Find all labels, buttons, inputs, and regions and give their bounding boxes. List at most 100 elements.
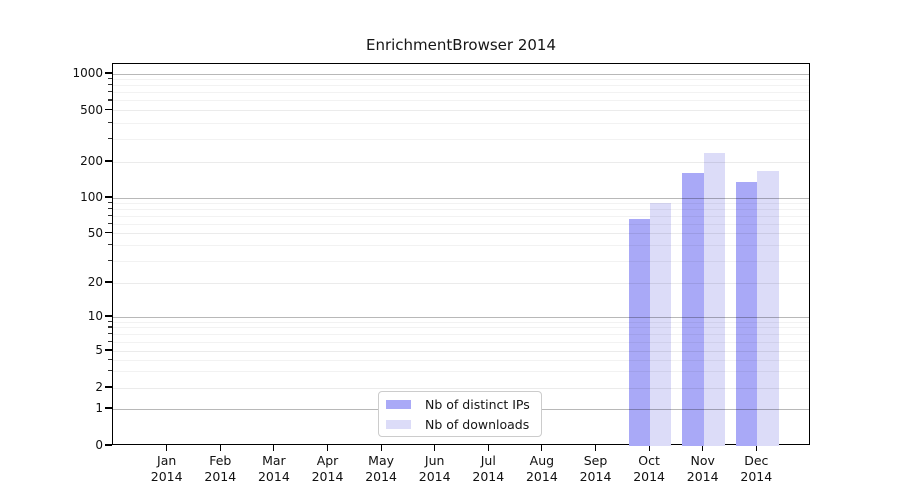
x-tick-label-jun: Jun 2014 <box>418 453 451 484</box>
y-minor-tick-mark <box>108 91 112 93</box>
legend-label-distinct-ips: Nb of distinct IPs <box>425 396 530 412</box>
y-tick-label-1: 1 <box>95 401 103 415</box>
gridline-100 <box>113 197 809 199</box>
minor-gridline <box>113 79 809 81</box>
y-minor-tick-mark <box>108 99 112 101</box>
bar-nov-distinct-ips <box>682 172 704 446</box>
y-tick-mark-5 <box>105 349 112 351</box>
minor-gridline <box>113 371 809 373</box>
y-minor-tick-mark <box>108 121 112 123</box>
y-minor-tick-mark <box>108 358 112 360</box>
x-tick-label-may: May 2014 <box>365 453 397 484</box>
y-minor-tick-mark <box>108 222 112 224</box>
legend-label-downloads: Nb of downloads <box>425 416 530 432</box>
y-tick-mark-0 <box>105 444 112 446</box>
y-minor-tick-mark <box>108 326 112 328</box>
legend-swatch-downloads <box>386 419 411 429</box>
y-minor-tick-mark <box>108 78 112 80</box>
y-minor-tick-mark <box>108 244 112 246</box>
y-tick-mark-200 <box>105 160 112 162</box>
y-tick-mark-20 <box>105 281 112 283</box>
bar-nov-downloads <box>703 152 726 446</box>
bar-oct-downloads <box>650 203 672 446</box>
bar-dec-distinct-ips <box>735 182 758 446</box>
chart-title: EnrichmentBrowser 2014 <box>365 36 557 54</box>
y-tick-mark-1 <box>105 407 112 409</box>
y-tick-label-5: 5 <box>95 343 103 357</box>
x-tick-label-jan: Jan 2014 <box>150 453 183 484</box>
x-tick-mark-aug <box>541 445 543 451</box>
minor-gridline <box>113 223 809 225</box>
y-tick-label-100: 100 <box>80 190 103 204</box>
x-tick-mark-mar <box>273 445 275 451</box>
y-tick-mark-100 <box>105 196 112 198</box>
minor-gridline <box>113 202 809 204</box>
gridline-500 <box>113 110 809 111</box>
legend: Nb of distinct IPs Nb of downloads <box>378 391 542 437</box>
y-minor-tick-mark <box>108 320 112 322</box>
bar-oct-distinct-ips <box>628 218 651 446</box>
x-tick-label-jul: Jul 2014 <box>472 453 505 484</box>
y-minor-tick-mark <box>108 137 112 139</box>
minor-gridline <box>113 245 809 247</box>
bar-dec-downloads <box>757 171 779 446</box>
x-tick-mark-apr <box>326 445 329 451</box>
y-minor-tick-mark <box>108 332 112 335</box>
legend-row-distinct-ips: Nb of distinct IPs <box>386 396 541 413</box>
minor-gridline <box>113 85 809 87</box>
y-tick-label-50: 50 <box>87 225 103 240</box>
legend-row-downloads: Nb of downloads <box>386 416 541 433</box>
y-minor-tick-mark <box>108 84 112 86</box>
gridline-20 <box>113 282 809 284</box>
y-tick-label-200: 200 <box>80 154 103 168</box>
y-tick-mark-1000 <box>105 72 112 74</box>
y-tick-mark-2 <box>105 386 112 388</box>
minor-gridline <box>113 327 809 329</box>
y-tick-label-2: 2 <box>95 380 103 394</box>
gridline-50 <box>113 233 809 234</box>
x-tick-mark-jun <box>434 445 436 451</box>
minor-gridline <box>113 321 809 323</box>
minor-gridline <box>113 100 809 102</box>
y-tick-label-20: 20 <box>87 275 103 289</box>
x-tick-mark-oct <box>648 445 650 451</box>
x-tick-label-mar: Mar 2014 <box>257 453 290 484</box>
minor-gridline <box>113 92 809 94</box>
x-tick-mark-may <box>380 445 382 451</box>
y-tick-label-0: 0 <box>95 438 103 452</box>
x-tick-mark-sep <box>594 445 597 451</box>
minor-gridline <box>113 208 809 210</box>
y-tick-mark-50 <box>105 231 112 234</box>
y-minor-tick-mark <box>108 259 112 261</box>
minor-gridline <box>113 359 809 361</box>
x-tick-label-dec: Dec 2014 <box>740 453 773 484</box>
minor-gridline <box>113 260 809 262</box>
gridline-1000 <box>113 73 809 75</box>
y-tick-label-500: 500 <box>80 102 103 117</box>
minor-gridline <box>113 138 809 140</box>
gridline-200 <box>113 161 809 163</box>
y-minor-tick-mark <box>108 201 112 204</box>
x-tick-mark-jul <box>487 445 489 451</box>
y-minor-tick-mark <box>108 207 112 210</box>
legend-swatch-distinct-ips <box>386 399 411 409</box>
x-tick-label-sep: Sep 2014 <box>579 453 612 484</box>
x-tick-label-nov: Nov 2014 <box>686 453 719 484</box>
y-minor-tick-mark <box>108 370 112 372</box>
gridline-2 <box>113 387 809 389</box>
y-tick-mark-10 <box>105 315 112 317</box>
minor-gridline <box>113 333 809 335</box>
gridline-10 <box>113 316 809 318</box>
minor-gridline <box>113 122 809 124</box>
y-minor-tick-mark <box>108 214 112 216</box>
minor-gridline <box>113 341 809 343</box>
minor-gridline <box>113 215 809 217</box>
y-tick-label-1000: 1000 <box>72 66 103 80</box>
x-tick-mark-dec <box>755 445 757 451</box>
plot-area <box>112 63 810 446</box>
x-tick-mark-jan <box>166 445 168 451</box>
x-tick-mark-feb <box>219 445 221 451</box>
y-tick-mark-500 <box>105 108 112 111</box>
x-tick-label-oct: Oct 2014 <box>633 453 665 484</box>
